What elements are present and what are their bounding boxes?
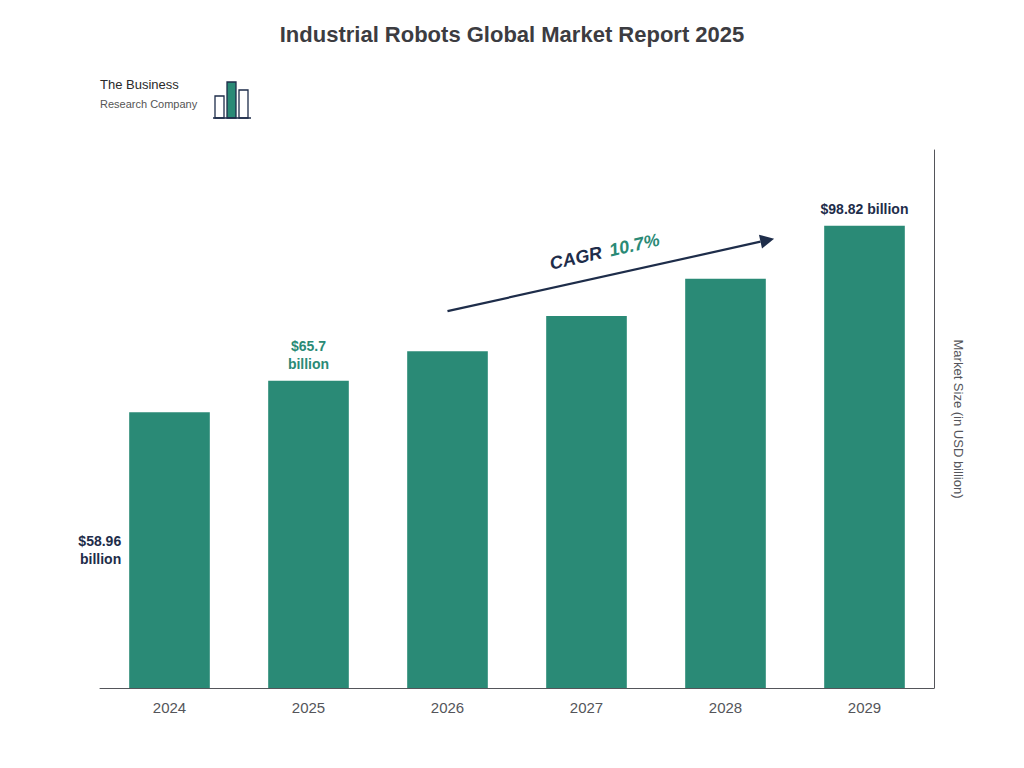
svg-text:$98.82 billion: $98.82 billion [821,201,909,217]
svg-text:2029: 2029 [848,699,881,716]
svg-text:$65.7: $65.7 [291,338,326,354]
svg-text:Research Company: Research Company [100,98,198,110]
svg-text:2028: 2028 [709,699,742,716]
svg-text:The Business: The Business [100,77,179,92]
svg-text:Market Size (in USD billion): Market Size (in USD billion) [951,340,966,499]
svg-text:2024: 2024 [153,699,186,716]
svg-text:2026: 2026 [431,699,464,716]
svg-text:billion: billion [288,356,329,372]
svg-text:10.7%: 10.7% [607,230,661,261]
svg-text:2027: 2027 [570,699,603,716]
svg-text:CAGR: CAGR [548,243,604,274]
svg-text:billion: billion [80,551,121,567]
svg-text:Industrial Robots Global Marke: Industrial Robots Global Market Report 2… [280,22,745,47]
svg-text:$58.96: $58.96 [78,533,121,549]
svg-text:2025: 2025 [292,699,325,716]
